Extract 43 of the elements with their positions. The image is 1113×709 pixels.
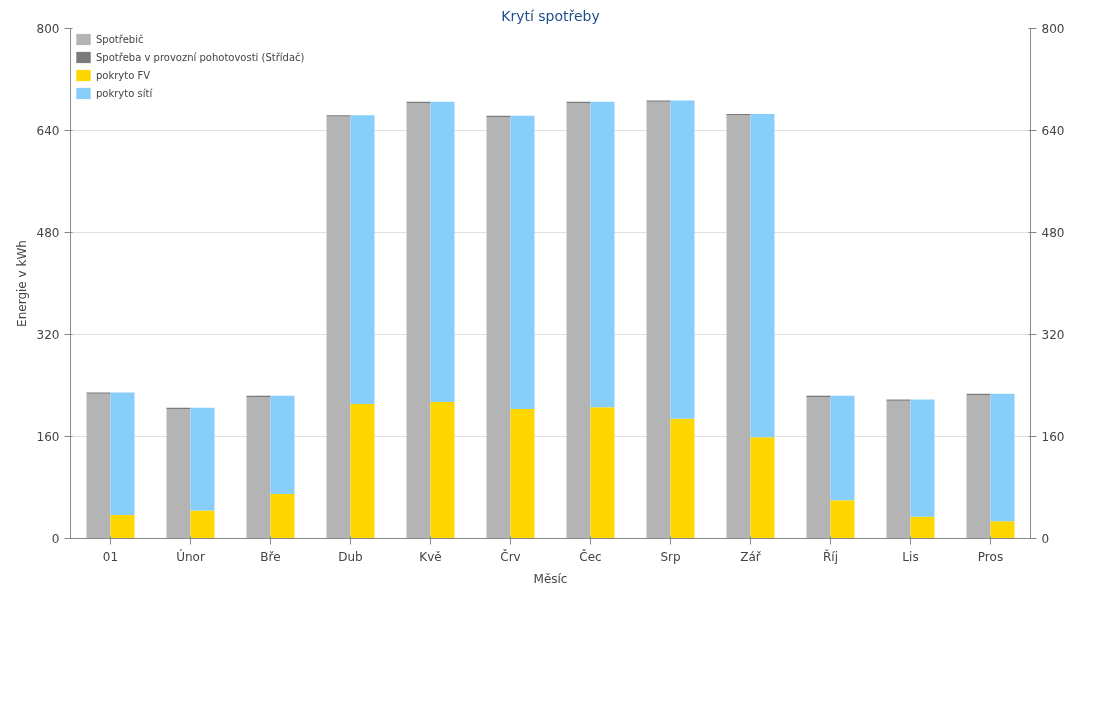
legend-label: Spotřeba v provozní pohotovosti (Střídač) (96, 51, 305, 63)
bar (510, 409, 535, 539)
x-axis-title: Měsíc (533, 571, 568, 586)
bar (990, 521, 1015, 539)
x-tick-label: Srp (660, 549, 681, 564)
x-tick-label: Črv (500, 548, 521, 564)
x-tick-label: Čec (579, 548, 602, 564)
bar (110, 514, 135, 539)
bar (910, 516, 935, 539)
bar (190, 510, 215, 539)
bar (670, 418, 695, 539)
x-tick-label: Pros (977, 549, 1004, 564)
y-tick-label: 320 (36, 328, 60, 342)
bar (430, 402, 455, 539)
bar (350, 403, 375, 539)
y-tick-label: 480 (36, 226, 60, 240)
bar (270, 493, 295, 539)
y2-tick-label: 480 (1041, 226, 1065, 240)
legend-label: pokryto sítí (96, 87, 153, 99)
x-tick-label: Únor (176, 548, 205, 564)
legend-label: pokryto FV (96, 69, 151, 81)
y-axis-title: Energie v kWh (14, 240, 29, 327)
bar (590, 407, 615, 539)
bar (750, 437, 775, 539)
y-tick-label: 800 (36, 22, 60, 36)
y-tick-label: 0 (51, 532, 60, 546)
x-tick-label: Říj (823, 548, 839, 564)
y2-tick-label: 160 (1041, 430, 1065, 444)
x-tick-label: Lis (902, 549, 919, 564)
x-tick-label: Zář (740, 549, 762, 564)
x-tick-label: Kvě (419, 549, 442, 564)
legend-label: Spotřebič (96, 33, 144, 45)
x-tick-label: Bře (260, 549, 281, 564)
y-tick-label: 640 (36, 124, 60, 138)
y-tick-label: 160 (36, 430, 60, 444)
bar (830, 500, 855, 539)
x-tick-label: Dub (338, 549, 363, 564)
x-tick-label: 01 (102, 549, 119, 564)
y2-tick-label: 320 (1041, 328, 1065, 342)
y2-tick-label: 0 (1041, 532, 1050, 546)
y2-tick-label: 640 (1041, 124, 1065, 138)
y2-tick-label: 800 (1041, 22, 1065, 36)
chart-title: Krytí spotřeby (501, 7, 600, 24)
